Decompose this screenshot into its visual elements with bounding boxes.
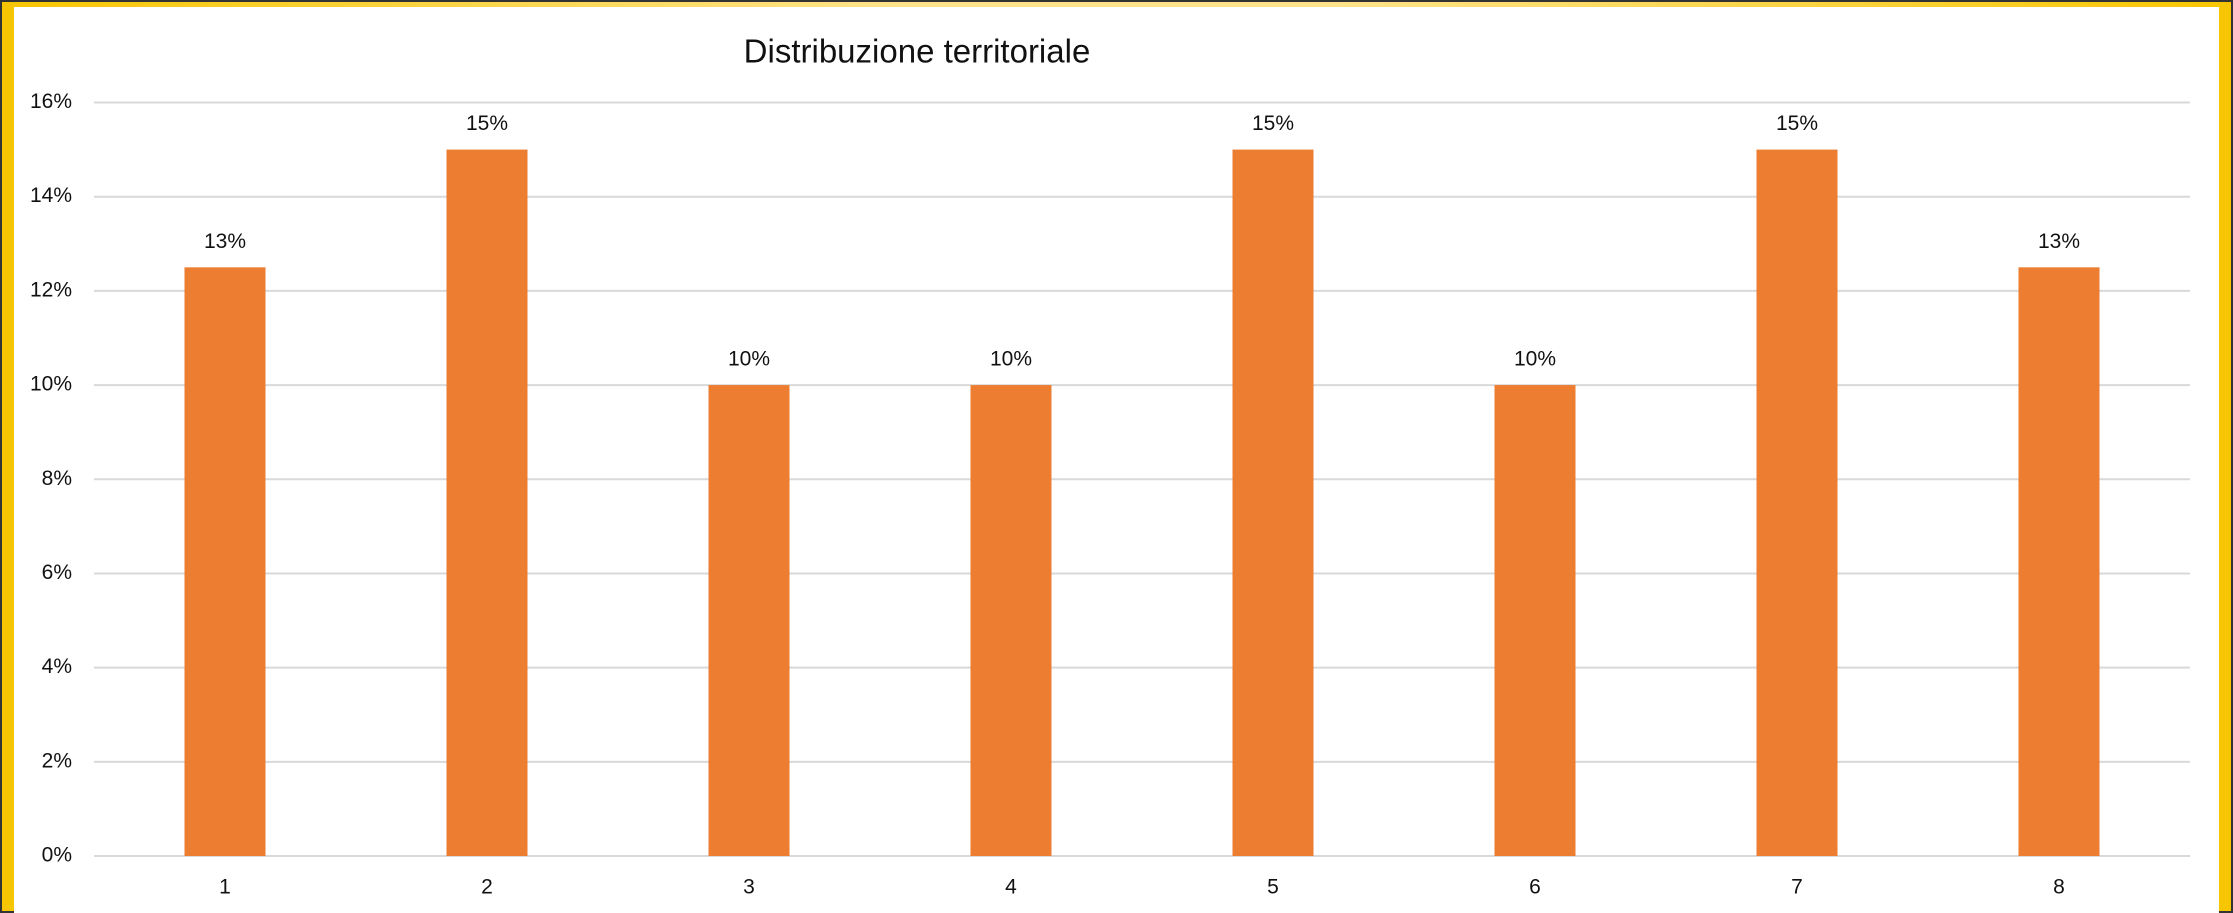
bar: [446, 149, 528, 856]
y-tick-label: 14%: [30, 184, 72, 207]
x-tick-label: 4: [1005, 876, 1017, 899]
y-tick-label: 16%: [30, 90, 72, 113]
bar: [1232, 149, 1314, 856]
value-label: 13%: [2038, 230, 2080, 253]
value-label: 10%: [728, 348, 770, 371]
value-label: 13%: [204, 230, 246, 253]
y-tick-label: 2%: [42, 749, 72, 772]
x-tick-label: 3: [743, 876, 755, 899]
bar: [1756, 149, 1838, 856]
y-tick-label: 10%: [30, 373, 72, 396]
x-tick-label: 2: [481, 876, 493, 899]
bar: [1494, 385, 1576, 856]
x-tick-label: 8: [2053, 876, 2065, 899]
x-tick-label: 7: [1791, 876, 1803, 899]
value-label: 15%: [466, 112, 508, 135]
y-tick-label: 6%: [42, 561, 72, 584]
y-tick-label: 8%: [42, 467, 72, 490]
bar: [970, 385, 1052, 856]
bar: [708, 385, 790, 856]
x-tick-label: 5: [1267, 876, 1279, 899]
bar: [2018, 267, 2100, 856]
value-label: 10%: [1514, 348, 1556, 371]
chart-title: Distribuzione territoriale: [744, 33, 1091, 70]
y-tick-label: 12%: [30, 278, 72, 301]
x-tick-label: 1: [219, 876, 231, 899]
chart-area: [14, 7, 2219, 913]
y-tick-label: 0%: [42, 844, 72, 867]
bar: [184, 267, 266, 856]
value-label: 15%: [1776, 112, 1818, 135]
x-tick-label: 6: [1529, 876, 1541, 899]
value-label: 10%: [990, 348, 1032, 371]
value-label: 15%: [1252, 112, 1294, 135]
y-tick-label: 4%: [42, 655, 72, 678]
